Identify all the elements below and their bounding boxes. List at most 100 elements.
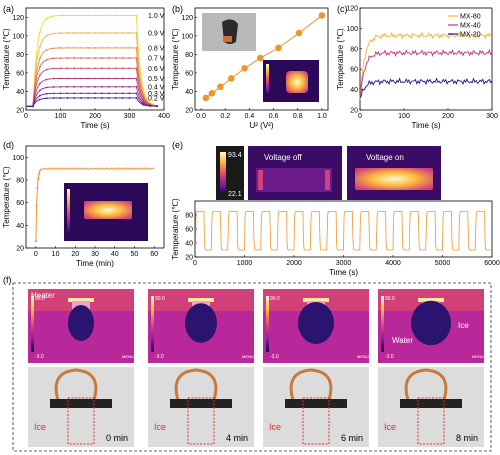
series-point [135, 67, 138, 70]
plot-frame [194, 7, 329, 111]
y-tick-label: 40 [185, 241, 193, 248]
series-point [121, 57, 124, 59]
series-point [73, 57, 76, 59]
series-point [59, 47, 62, 49]
series-point [114, 32, 117, 34]
series-line [26, 57, 158, 107]
chart-d: 0 10 20 30 40 50 60 20 40 60 80 100 Time (min) Temper… [2, 145, 165, 268]
chart-a: 0 100 200 300 400 20 40 60 80 100 120 Time (s) Tempe… [2, 7, 170, 130]
x-axis-label: Time (min) [76, 259, 114, 268]
series-point [52, 57, 55, 60]
x-tick-label: 200 [442, 113, 454, 120]
data-point [217, 83, 224, 91]
series-point [45, 34, 48, 37]
series-point [87, 46, 89, 49]
y-tick-label: 100 [181, 33, 193, 40]
series-point [59, 57, 62, 60]
y-tick-label: 80 [185, 213, 193, 220]
series-point [73, 14, 76, 17]
series-line [26, 14, 158, 107]
x-axis-label: U² (V²) [250, 121, 274, 130]
data-point [241, 64, 248, 72]
data-point [256, 54, 264, 62]
series-line [26, 32, 158, 107]
series-point [101, 67, 103, 70]
inset-photo-b [202, 13, 256, 51]
series-point [59, 92, 62, 95]
series-line [34, 167, 155, 242]
series-point [94, 67, 96, 70]
series-point [128, 67, 131, 70]
series-line [26, 67, 158, 107]
thermal-frame-f: 90.0 -3.0 MENU [28, 289, 134, 363]
photo-ice-label: Ice [34, 422, 46, 432]
series-point [135, 14, 138, 17]
ice-block [68, 305, 94, 341]
water-label: Water [392, 336, 413, 345]
series-point [101, 85, 103, 88]
ice-outline [417, 397, 445, 445]
series-point [128, 77, 131, 80]
series-point [45, 97, 48, 100]
series-line [26, 78, 158, 107]
colorbar-min: -3.0 [35, 354, 44, 360]
panel-label-d: (d) [3, 140, 14, 150]
series-line [26, 92, 158, 107]
series-point [107, 85, 110, 88]
series-point [80, 85, 83, 88]
series-point [87, 85, 89, 88]
heater-bar [68, 298, 94, 302]
series-point [114, 92, 117, 95]
colorbar [151, 296, 154, 352]
series-point [73, 46, 76, 49]
series-point [121, 14, 124, 17]
series-point [128, 92, 131, 95]
series-line [359, 31, 493, 100]
series-point [94, 92, 96, 95]
series-line [359, 77, 493, 99]
series-point [45, 49, 48, 51]
thermal-frame-f: 90.0 -3.0 MENU [263, 289, 369, 363]
series-point [87, 14, 89, 17]
data-point [275, 44, 282, 52]
y-tick-label: 20 [185, 108, 193, 115]
y-tick-label: 120 [12, 15, 24, 22]
ice-label-thermal: Ice [458, 321, 469, 330]
y-tick-label: 80 [16, 178, 24, 185]
series-point [59, 67, 62, 70]
y-tick-label: 120 [181, 15, 193, 22]
chart-e: 0 1000 2000 3000 4000 5000 6000 20 40 60 80 Time (s… [171, 198, 500, 277]
series-point [107, 46, 110, 49]
y-axis-label: Temperature (℃) [171, 28, 180, 90]
series-point [114, 57, 117, 59]
panel-label-c: (c) [337, 4, 348, 14]
series-point [107, 32, 110, 34]
y-tick-label: 20 [185, 255, 193, 262]
series-point [135, 77, 138, 80]
series-point [45, 78, 48, 81]
series-point [101, 57, 103, 59]
series-point [87, 32, 89, 34]
series-point [73, 32, 76, 34]
electrode-wire [289, 368, 333, 401]
x-tick-label: 60 [150, 251, 158, 258]
x-axis-label: Time (s) [329, 268, 358, 277]
time-label: 8 min [456, 433, 478, 443]
series-point [73, 97, 76, 99]
heater-strip [285, 399, 347, 408]
x-axis-label: Time (s) [411, 121, 440, 130]
series-line [195, 211, 492, 251]
panel-label-e: (e) [172, 140, 183, 150]
y-tick-label: 120 [346, 6, 358, 13]
series-point [45, 17, 48, 20]
heater-bar [303, 298, 329, 302]
photo-ice-label: Ice [154, 422, 166, 432]
series-point [38, 94, 41, 97]
x-tick-label: 2000 [286, 260, 302, 267]
series-point [114, 46, 117, 49]
chart-c: 0 100 200 300 20 40 60 80 100 120 Time (s) Temperat… [336, 6, 498, 131]
x-tick-label: 10 [52, 251, 60, 258]
series-point [38, 170, 41, 173]
y-tick-label: 20 [350, 108, 358, 115]
